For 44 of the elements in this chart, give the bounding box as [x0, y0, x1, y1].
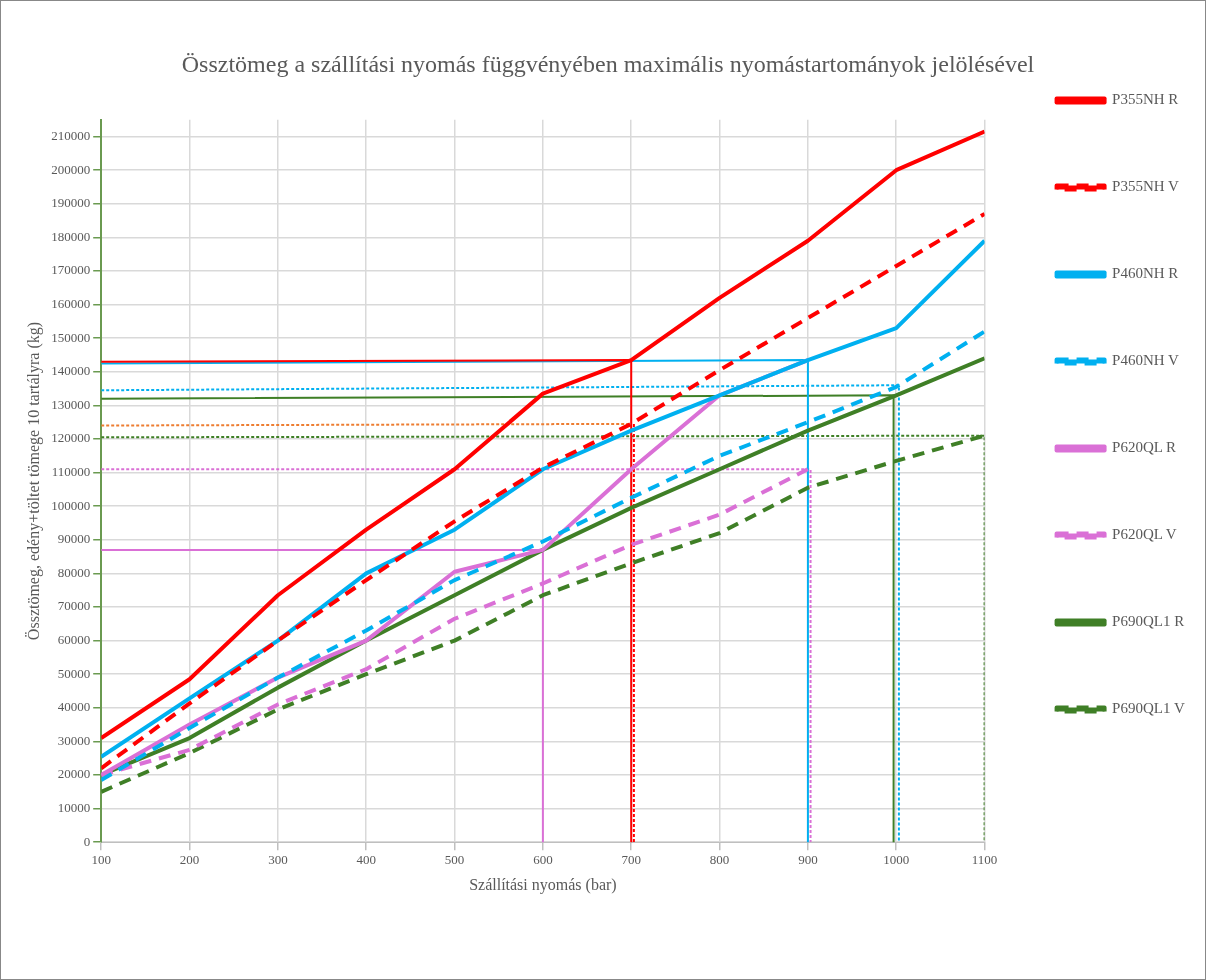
y-tick-label: 160000 [51, 296, 91, 312]
x-tick-label: 600 [533, 852, 553, 868]
y-tick-label: 130000 [51, 396, 91, 412]
x-tick-label: 800 [709, 852, 730, 868]
y-tick-label: 200000 [51, 161, 91, 177]
x-tick-label: 900 [798, 852, 818, 868]
y-tick-label: 170000 [51, 262, 91, 278]
x-tick-label: 400 [356, 852, 376, 868]
legend-label: P460NH R [1112, 265, 1179, 282]
y-tick-label: 190000 [51, 195, 91, 211]
y-tick-label: 60000 [57, 632, 91, 648]
y-axis-title: Össztömeg, edény+töltet tömege 10 tartályra (kg) [24, 321, 43, 641]
legend-label: P690QL1 V [1112, 700, 1185, 717]
x-tick-label: 100 [91, 852, 111, 868]
x-axis-title: Szállítási nyomás (bar) [469, 875, 617, 894]
legend-label: P620QL R [1112, 439, 1177, 456]
chart-title: Össztömeg a szállítási nyomás függvényében maximális nyomástartományok jelölésével [181, 50, 1035, 77]
y-tick-label: 120000 [51, 430, 91, 446]
y-tick-label: 20000 [57, 766, 91, 782]
y-tick-label: 70000 [57, 598, 91, 614]
y-tick-label: 40000 [57, 699, 91, 715]
y-tick-label: 100000 [51, 497, 91, 513]
y-tick-label: 50000 [57, 665, 91, 681]
legend-label: P690QL1 R [1112, 613, 1185, 630]
y-tick-label: 0 [83, 833, 91, 849]
x-tick-label: 1000 [883, 852, 910, 868]
y-tick-label: 30000 [57, 732, 91, 748]
y-tick-label: 180000 [51, 228, 91, 244]
x-tick-label: 700 [621, 852, 641, 868]
legend-label: P460NH V [1112, 352, 1180, 369]
y-tick-label: 10000 [57, 800, 91, 816]
y-tick-label: 90000 [57, 531, 91, 547]
x-tick-label: 200 [179, 852, 200, 868]
x-tick-label: 1100 [971, 852, 998, 868]
y-tick-label: 210000 [51, 128, 91, 144]
y-tick-label: 110000 [51, 464, 91, 480]
x-tick-label: 500 [444, 852, 465, 868]
y-tick-label: 80000 [57, 564, 91, 580]
legend-label: P620QL V [1112, 526, 1177, 543]
x-tick-label: 300 [268, 852, 288, 868]
y-tick-label: 140000 [51, 363, 91, 379]
y-tick-label: 150000 [51, 329, 91, 345]
legend-label: P355NH V [1112, 178, 1180, 195]
legend-label: P355NH R [1112, 91, 1179, 108]
